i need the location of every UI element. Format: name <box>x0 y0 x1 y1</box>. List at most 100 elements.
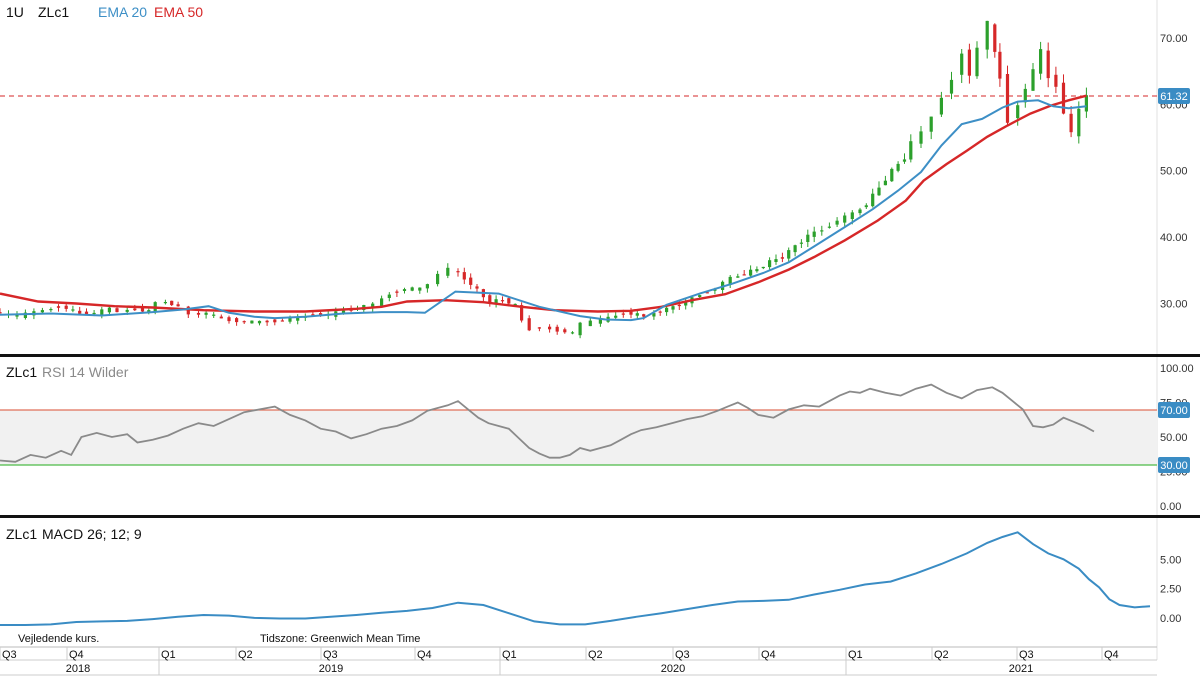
quarter-label: Q4 <box>69 649 84 661</box>
macd-legend-label: MACD 26; 12; 9 <box>42 526 142 542</box>
candle-body <box>147 310 151 312</box>
candle-body <box>684 301 688 306</box>
candle-body <box>967 49 971 76</box>
candle-body <box>446 267 450 276</box>
candle-body <box>507 298 511 304</box>
macd-line <box>0 531 1151 626</box>
candle-body <box>319 313 323 316</box>
candle-body <box>71 309 75 311</box>
candle-body <box>1016 105 1020 119</box>
candle-body <box>806 234 810 242</box>
candle-body <box>242 321 246 323</box>
macd-legend-symbol: ZLc1 <box>6 526 37 542</box>
y-tick-label: 40.00 <box>1160 232 1188 244</box>
candle-body <box>850 212 854 219</box>
candle-body <box>652 313 656 317</box>
candle-body <box>92 312 96 315</box>
year-label: 2020 <box>661 663 685 675</box>
y-tick-label: 50.00 <box>1160 166 1188 178</box>
candle-body <box>812 231 816 237</box>
candle-body <box>380 298 384 306</box>
candle-body <box>864 205 868 208</box>
candle-body <box>883 180 887 186</box>
candle-body <box>843 215 847 223</box>
candle-body <box>1046 50 1050 79</box>
candle-body <box>985 20 989 50</box>
candle-body <box>939 97 943 115</box>
candle-body <box>570 332 575 334</box>
candle-body <box>588 320 592 327</box>
candle-body <box>835 220 839 225</box>
rsi-band <box>0 410 1157 465</box>
y-tick-label: 2.50 <box>1160 584 1181 596</box>
candle-body <box>311 314 315 316</box>
rsi-legend-label: RSI 14 Wilder <box>42 364 129 380</box>
candle-body <box>227 317 231 322</box>
candle-body <box>204 312 208 315</box>
legend-ema20: EMA 20 <box>98 4 147 20</box>
legend-symbol: ZLc1 <box>38 4 69 20</box>
candle-body <box>170 300 174 306</box>
candle-body <box>418 287 422 291</box>
candle-body <box>100 309 104 315</box>
candle-body <box>475 286 479 289</box>
candle-body <box>896 163 900 171</box>
candle-body <box>1061 82 1066 114</box>
candle-body <box>40 310 44 313</box>
ema20-line <box>0 99 1087 322</box>
candle-body <box>705 292 709 294</box>
quarter-label: Q1 <box>502 649 517 661</box>
candle-body <box>780 257 784 259</box>
candle-body <box>858 209 862 214</box>
candle-body <box>1005 74 1010 123</box>
candle-body <box>395 291 399 293</box>
candle-body <box>84 311 89 315</box>
candle-body <box>1031 69 1035 91</box>
candle-body <box>890 168 894 182</box>
candle-body <box>629 311 633 315</box>
candle-body <box>1054 74 1058 87</box>
candle-body <box>107 307 111 313</box>
candle-body <box>280 320 284 322</box>
candle-body <box>488 295 492 303</box>
candle-body <box>698 295 702 297</box>
candle-body <box>425 284 429 289</box>
candle-body <box>1084 95 1088 112</box>
candle-body <box>133 308 137 311</box>
candle-body <box>621 313 625 315</box>
candle-body <box>799 242 803 244</box>
candle-body <box>456 271 460 273</box>
candle-body <box>793 245 797 253</box>
macd-y-axis: 0.00 2.50 5.00 <box>1160 554 1181 625</box>
year-label: 2018 <box>66 663 90 675</box>
y-tick-label: 100.00 <box>1160 363 1194 375</box>
candle-body <box>1069 113 1073 133</box>
candle-body <box>537 327 541 329</box>
candle-body <box>140 307 145 312</box>
candle-body <box>787 250 791 259</box>
divider-rsi-macd <box>0 515 1200 518</box>
candle-body <box>975 47 979 77</box>
candle-body <box>288 317 292 322</box>
x-axis: Q3 Q4 Q1 Q2 Q3 Q4 Q1 Q2 Q3 Q4 Q1 Q2 Q3 Q4 2018 2019 2020… <box>0 647 1119 675</box>
rsi-line <box>0 383 1095 463</box>
candlestick-series <box>0 20 1088 339</box>
candle-body <box>998 51 1002 79</box>
rsi-oversold-tag <box>1158 457 1190 473</box>
candle-body <box>736 276 740 278</box>
rsi-overbought-tag <box>1158 402 1190 418</box>
candle-body <box>371 303 375 308</box>
candle-body <box>774 259 778 262</box>
y-tick-label: 0.00 <box>1160 501 1181 513</box>
candle-body <box>755 269 759 272</box>
candle-body <box>614 315 618 318</box>
candle-body <box>677 304 681 307</box>
candle-body <box>469 277 473 285</box>
y-tick-label: 50.00 <box>1160 432 1188 444</box>
legend-ema50: EMA 50 <box>154 4 203 20</box>
y-tick-label: 30.00 <box>1160 299 1188 311</box>
candle-body <box>877 187 881 196</box>
